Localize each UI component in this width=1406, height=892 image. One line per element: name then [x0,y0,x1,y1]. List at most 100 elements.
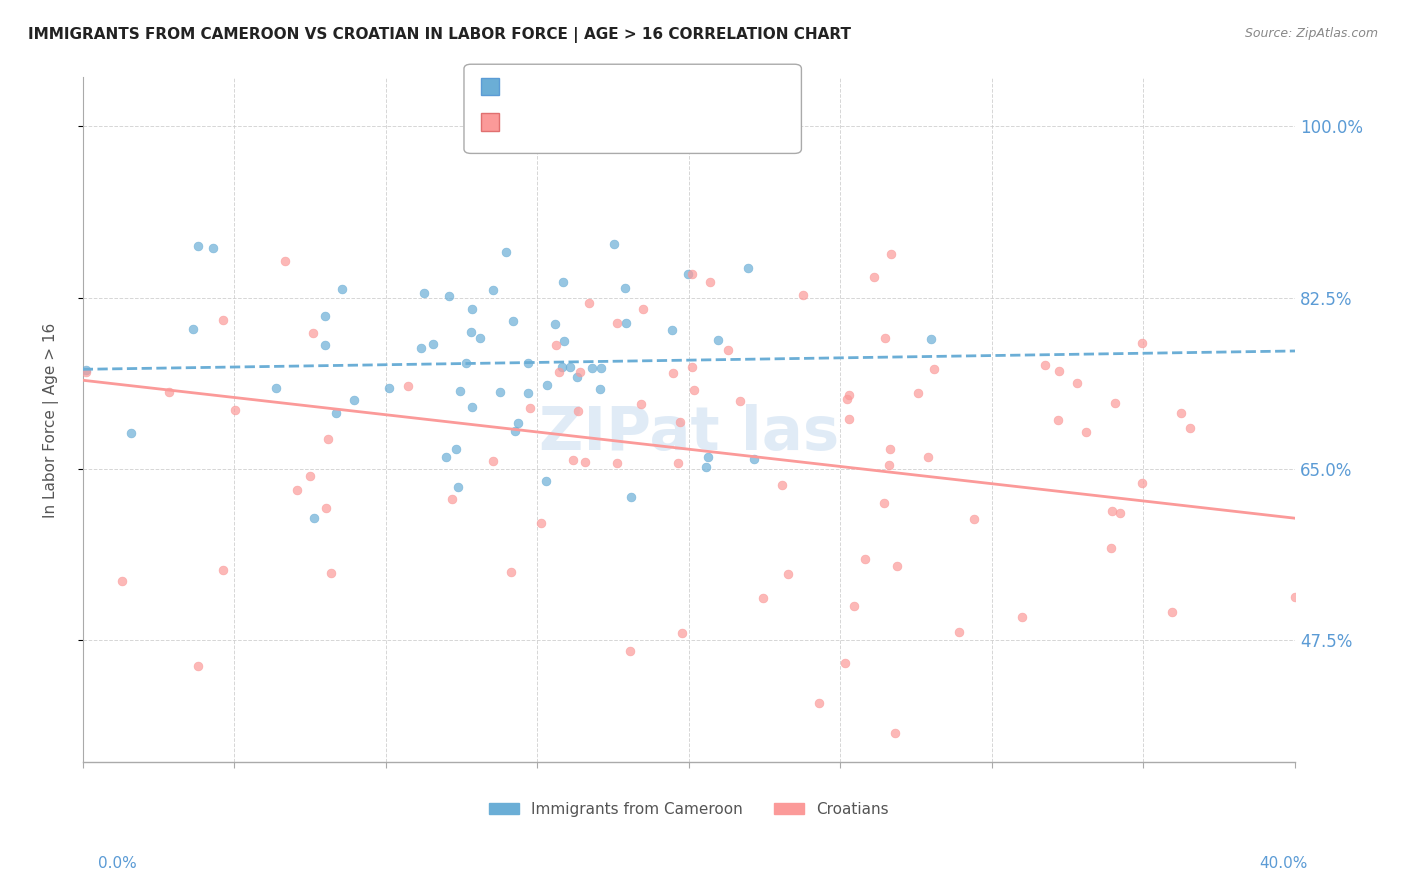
Point [681,359,703,374]
Point [834,657,856,671]
Point [737,261,759,276]
Point [544,338,567,352]
Point [536,378,558,392]
Point [560,359,582,374]
Point [853,552,876,566]
Text: IMMIGRANTS FROM CAMEROON VS CROATIAN IN LABOR FORCE | AGE > 16 CORRELATION CHART: IMMIGRANTS FROM CAMEROON VS CROATIAN IN … [28,27,851,43]
Point [437,289,460,303]
Point [318,432,340,446]
Point [302,510,325,524]
Point [264,381,287,395]
Point [707,333,730,347]
Point [187,658,209,673]
Point [920,332,942,346]
Point [1178,421,1201,435]
Point [863,270,886,285]
Point [922,362,945,376]
Point [506,417,529,431]
Point [468,331,491,345]
Point [548,365,571,379]
Point [1099,541,1122,556]
Point [844,599,866,613]
Point [187,239,209,253]
Point [569,365,592,379]
Point [603,236,626,251]
Point [516,386,538,401]
Point [75,365,97,379]
Point [567,369,589,384]
Point [412,285,434,300]
Point [917,450,939,464]
Point [447,480,470,494]
Point [446,442,468,456]
Point [530,516,553,530]
Point [1033,358,1056,372]
Point [838,388,860,402]
Point [409,341,432,355]
Point [460,325,482,339]
Point [581,360,603,375]
Text: ZIPat las: ZIPat las [538,404,839,463]
Point [666,456,689,470]
Point [717,343,740,357]
Point [378,381,401,395]
Point [396,379,419,393]
Point [501,566,523,580]
Point [880,246,903,260]
Point [877,458,900,473]
Point [422,336,444,351]
Point [1047,364,1070,378]
Text: R = -0.298   N = 82: R = -0.298 N = 82 [506,120,683,138]
Point [606,456,628,470]
Point [669,415,692,429]
Text: Source: ZipAtlas.com: Source: ZipAtlas.com [1244,27,1378,40]
Text: 0.0%: 0.0% [98,856,138,871]
Point [837,392,859,406]
Point [343,392,366,407]
Point [553,334,575,349]
Point [519,401,541,415]
Point [551,359,574,374]
Point [678,267,700,281]
Point [589,382,612,396]
Point [963,512,986,526]
Point [752,591,775,605]
Point [314,309,336,323]
Point [620,490,643,504]
Point [792,288,814,302]
Point [495,244,517,259]
Point [838,412,860,426]
Point [589,361,612,376]
Point [728,393,751,408]
Point [111,574,134,589]
Point [614,316,637,330]
Point [502,314,524,328]
Point [682,384,704,398]
Point [298,469,321,483]
Point [211,313,233,327]
Point [1130,476,1153,491]
Point [1101,504,1123,518]
Point [211,563,233,577]
Point [1074,425,1097,440]
Point [1161,605,1184,619]
Point [274,254,297,268]
Point [630,396,652,410]
Point [553,275,575,289]
Point [1104,395,1126,409]
Point [536,474,558,488]
Point [319,566,342,580]
Point [75,363,97,377]
Point [886,559,908,574]
Point [948,625,970,640]
Point [671,626,693,640]
Point [517,356,540,370]
Point [461,301,484,316]
Point [120,426,142,441]
Point [481,454,503,468]
Point [770,478,793,492]
Point [606,316,628,330]
Point [434,450,457,465]
Point [614,281,637,295]
Point [695,459,717,474]
